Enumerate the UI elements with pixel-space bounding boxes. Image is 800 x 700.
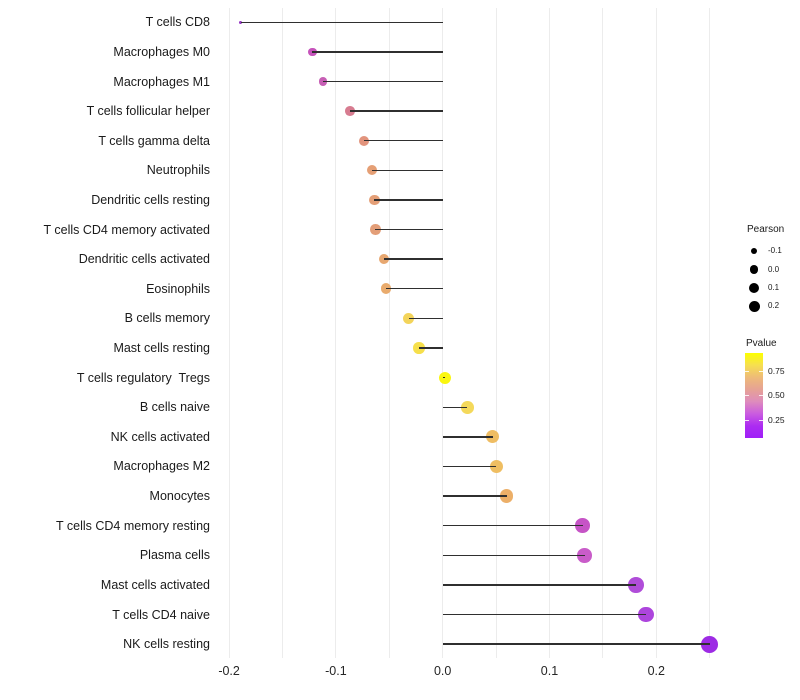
data-point <box>344 106 355 116</box>
y-axis-label: Mast cells resting <box>113 341 210 355</box>
size-legend-dot <box>749 265 759 274</box>
y-axis-label: NK cells activated <box>110 429 210 444</box>
y-axis-label: Dendritic cells resting <box>91 192 210 207</box>
gridline <box>709 8 711 658</box>
data-point <box>500 489 514 503</box>
y-axis-label: T cells CD8 <box>145 15 210 30</box>
colorbar-tick-mark <box>759 420 763 421</box>
data-point <box>460 400 474 414</box>
lollipop-stem <box>363 140 443 142</box>
colorbar-tick-mark <box>759 371 763 372</box>
data-point <box>575 518 590 534</box>
y-axis-label: T cells CD4 naive <box>112 607 210 622</box>
lollipop-stem <box>240 21 443 23</box>
lollipop-stem <box>442 554 585 556</box>
lollipop-stem <box>312 51 443 53</box>
gridline <box>388 8 390 658</box>
lollipop-stem <box>442 524 583 527</box>
y-axis-label: Monocytes <box>149 489 210 504</box>
size-legend-dot <box>750 247 758 255</box>
data-point <box>367 165 378 176</box>
lollipop-stem <box>408 317 443 320</box>
y-axis-label: B cells memory <box>124 311 210 326</box>
lollipop-stem <box>349 110 443 112</box>
y-axis-label: Macrophages M0 <box>113 44 210 59</box>
data-point <box>438 371 451 384</box>
size-legend-dot <box>749 283 759 293</box>
data-point <box>577 547 593 563</box>
color-legend-title: Pvalue <box>746 338 777 349</box>
data-point <box>489 459 503 474</box>
x-tick-label: -0.1 <box>325 664 347 678</box>
lollipop-stem <box>374 199 443 201</box>
data-point <box>413 342 425 354</box>
colorbar-tick-label: 0.50 <box>768 389 785 400</box>
y-axis-label: T cells follicular helper <box>86 104 210 119</box>
y-axis-label: B cells naive <box>139 400 210 415</box>
lollipop-stem <box>372 169 443 172</box>
y-axis-label: T cells regulatory Tregs <box>76 370 210 385</box>
y-axis-label: Macrophages M1 <box>113 74 210 89</box>
data-point <box>637 606 654 623</box>
pvalue-colorbar <box>745 353 763 438</box>
lollipop-stem <box>442 465 497 468</box>
gridline <box>495 8 497 658</box>
lollipop-stem <box>419 347 443 349</box>
gridline <box>602 8 604 658</box>
size-legend-label: 0.0 <box>768 264 780 274</box>
y-axis-label: NK cells resting <box>123 637 210 652</box>
colorbar-tick-mark <box>745 420 749 421</box>
lollipop-stem <box>442 495 507 497</box>
gridline <box>549 8 550 658</box>
size-legend-dot <box>748 300 760 312</box>
lollipop-stem <box>383 258 443 260</box>
lollipop-stem <box>442 436 493 438</box>
data-point <box>369 194 380 206</box>
y-axis-label: T cells gamma delta <box>98 133 210 148</box>
lollipop-stem <box>386 288 443 290</box>
data-point <box>378 253 390 265</box>
data-point <box>628 577 644 593</box>
x-tick-label: 0.0 <box>433 664 452 678</box>
data-point <box>318 77 328 86</box>
y-axis-label: Neutrophils <box>146 163 210 178</box>
data-point <box>380 283 392 295</box>
gridline <box>228 8 230 658</box>
lollipop-stem <box>375 228 443 231</box>
lollipop-stem <box>442 613 646 616</box>
lollipop-stem <box>442 584 636 586</box>
y-axis-label: Mast cells activated <box>100 577 210 592</box>
size-legend-label: 0.1 <box>768 283 780 292</box>
y-axis-label: Macrophages M2 <box>113 459 210 474</box>
gridline <box>335 8 337 658</box>
x-tick-label: -0.2 <box>218 664 240 678</box>
x-tick-label: 0.1 <box>540 664 559 678</box>
size-legend-title: Pearson <box>747 224 785 235</box>
lollipop-stem <box>323 80 443 83</box>
colorbar-tick-label: 0.25 <box>768 414 785 425</box>
lollipop-stem <box>442 376 445 379</box>
gridline <box>655 8 657 658</box>
y-axis-label: T cells CD4 memory activated <box>43 222 211 237</box>
lollipop-stem <box>442 643 710 645</box>
data-point <box>701 635 719 653</box>
colorbar-tick-mark <box>745 371 749 372</box>
y-axis-label: T cells CD4 memory resting <box>56 518 210 533</box>
colorbar-tick-mark <box>759 395 763 396</box>
x-tick-label: 0.2 <box>647 664 665 678</box>
gridline <box>282 8 283 658</box>
colorbar-tick-label: 0.75 <box>768 365 785 376</box>
size-legend-label: 0.2 <box>768 301 780 310</box>
data-point <box>486 430 500 444</box>
size-legend-label: -0.1 <box>768 246 782 255</box>
y-axis-label: Dendritic cells activated <box>78 252 210 267</box>
gridline <box>442 8 444 658</box>
lollipop-stem <box>442 406 468 408</box>
y-axis-label: Eosinophils <box>146 281 210 296</box>
y-axis-label: Plasma cells <box>139 548 210 563</box>
colorbar-tick-mark <box>745 395 749 396</box>
